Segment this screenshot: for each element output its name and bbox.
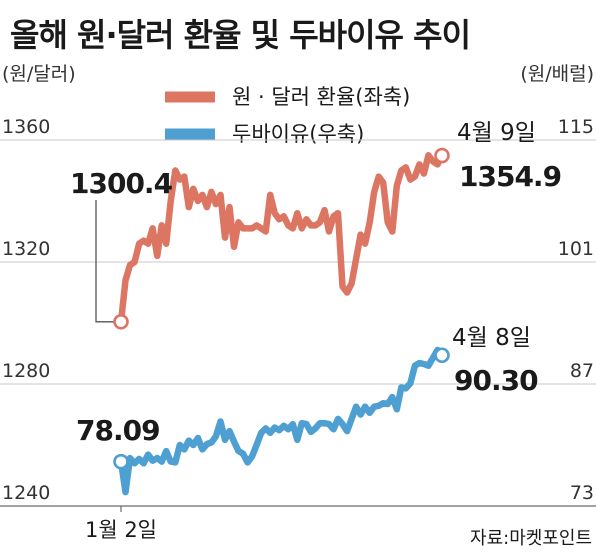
oil-first-value-label: 78.09: [76, 414, 160, 447]
x-axis-tick-label-start: 1월 2일: [85, 518, 157, 542]
series-layer: [113, 147, 450, 496]
chart-title: 올해 원·달러 환율 및 두바이유 추이: [10, 16, 470, 54]
right-axis-unit: (원/배럴): [520, 63, 594, 85]
legend-label-exchange-rate: 원 · 달러 환율(좌축): [232, 85, 410, 109]
oil-last-date-label: 4월 8일: [452, 325, 531, 351]
left-axis-ticks: 1360 1320 1280 1240: [2, 116, 50, 504]
exchange-last-date-label: 4월 9일: [457, 120, 536, 146]
right-tick-label-2: 87: [570, 360, 594, 382]
right-axis-ticks: 115 101 87 73: [558, 116, 594, 504]
exchange-rate-first-point: [113, 313, 129, 330]
gridlines: [0, 139, 596, 385]
oil-last-value-label: 90.30: [454, 364, 538, 397]
legend: 원 · 달러 환율(좌축) 두바이유(우축): [165, 85, 410, 146]
exchange-first-value-label: 1300.4: [70, 167, 173, 200]
exchange-last-value-label: 1354.9: [459, 160, 561, 193]
right-tick-label-3: 73: [570, 482, 594, 504]
first-point-leader-line: [95, 200, 121, 323]
series-line-dubai-oil: [117, 346, 446, 496]
left-tick-label-1: 1320: [2, 238, 50, 260]
left-tick-label-2: 1280: [2, 360, 50, 382]
series-line-exchange-rate: [117, 152, 446, 326]
dubai-oil-first-point: [113, 453, 129, 470]
left-tick-label-0: 1360: [2, 116, 50, 138]
right-tick-label-1: 101: [558, 238, 594, 260]
dubai-oil-last-point: [434, 347, 450, 364]
right-tick-label-0: 115: [558, 116, 594, 138]
left-axis-unit: (원/달러): [2, 63, 76, 85]
left-tick-label-3: 1240: [2, 482, 50, 504]
legend-label-dubai-oil: 두바이유(우축): [232, 122, 364, 146]
source-note: 자료:마켓포인트: [470, 528, 592, 549]
exchange-rate-last-point: [434, 147, 450, 164]
